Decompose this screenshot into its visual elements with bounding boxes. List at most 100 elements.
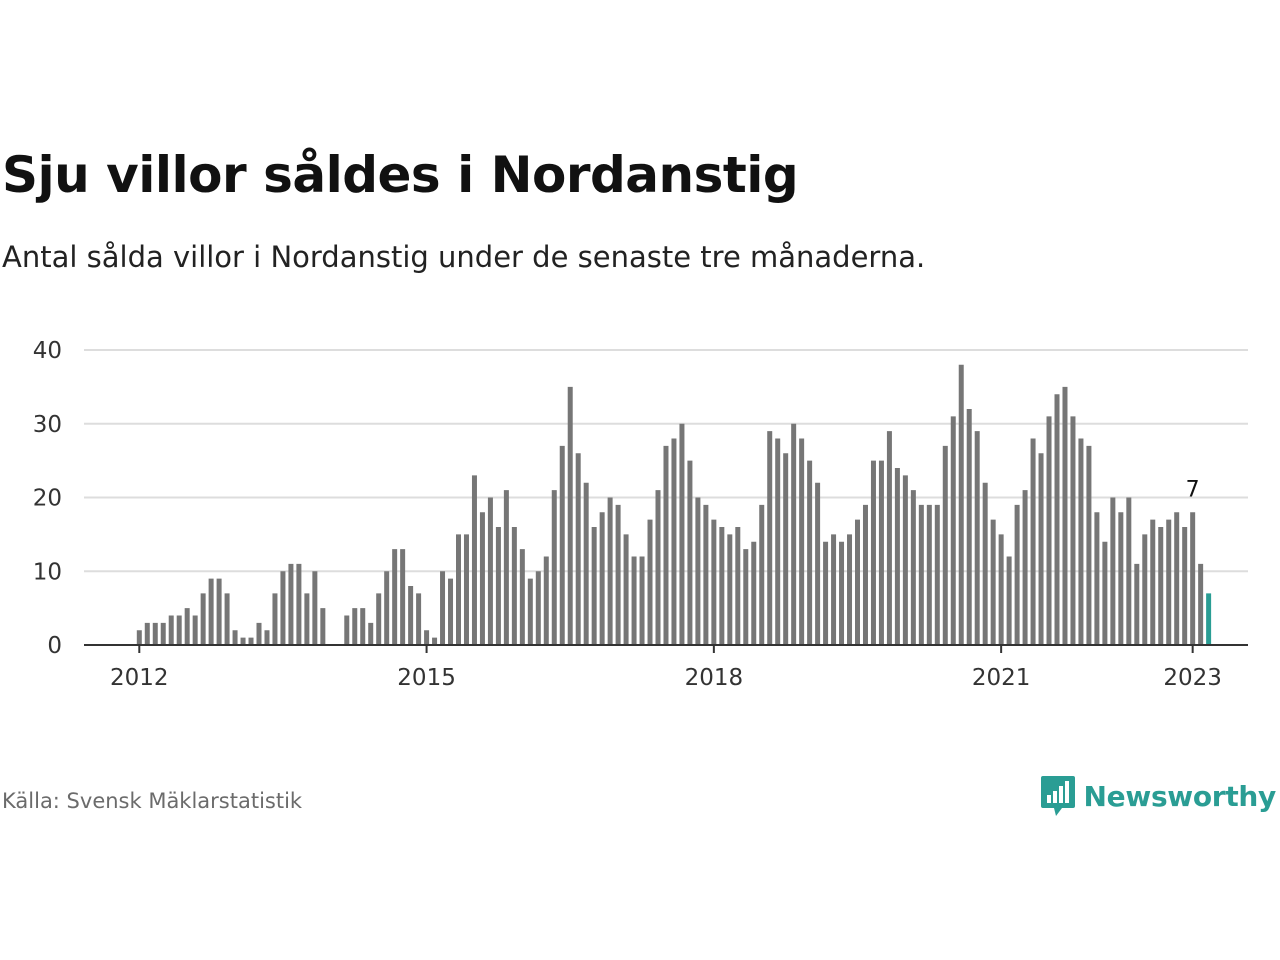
bar xyxy=(799,438,805,645)
bar xyxy=(304,593,310,645)
bar xyxy=(1190,512,1196,645)
bar xyxy=(1030,438,1036,645)
bar xyxy=(1054,394,1060,645)
bar xyxy=(248,637,254,645)
labels: 0 10 20 30 40 2012 2015 2018 2021 2023 7 xyxy=(33,338,1222,691)
bar xyxy=(894,468,900,645)
bar xyxy=(1078,438,1084,645)
bar-latest xyxy=(1206,593,1212,645)
bar xyxy=(535,571,541,645)
bar xyxy=(527,578,533,645)
bar xyxy=(910,490,916,645)
bar xyxy=(192,615,198,645)
x-axis xyxy=(84,644,1248,653)
bar xyxy=(280,571,286,645)
bar xyxy=(344,615,350,645)
bar xyxy=(144,622,150,645)
bar xyxy=(503,490,509,645)
bar xyxy=(160,622,166,645)
bar xyxy=(1022,490,1028,645)
bar xyxy=(224,593,230,645)
bar xyxy=(543,556,549,645)
bar xyxy=(631,556,637,645)
bar xyxy=(1166,519,1172,645)
bar xyxy=(376,593,382,645)
bar xyxy=(687,460,693,645)
x-tick-label: 2021 xyxy=(972,665,1031,691)
bar xyxy=(575,453,581,645)
bar xyxy=(783,453,789,645)
newsworthy-logo-text: Newsworthy xyxy=(1083,779,1277,813)
bar xyxy=(1118,512,1124,645)
bar xyxy=(902,475,908,645)
bar xyxy=(1110,497,1116,645)
bar xyxy=(471,475,477,645)
bar xyxy=(136,630,142,645)
bar xyxy=(743,549,749,645)
bar xyxy=(711,519,717,645)
bar xyxy=(990,519,996,645)
bar xyxy=(559,445,565,645)
bar xyxy=(663,445,669,645)
bar xyxy=(775,438,781,645)
y-tick-label: 30 xyxy=(33,412,62,438)
bar xyxy=(695,497,701,645)
y-tick-label: 0 xyxy=(47,633,62,659)
bar xyxy=(392,549,398,645)
bar xyxy=(272,593,278,645)
chart-subtitle: Antal sålda villor i Nordanstig under de… xyxy=(2,240,926,274)
bar xyxy=(479,512,485,645)
bar xyxy=(1006,556,1012,645)
x-tick-label: 2023 xyxy=(1163,665,1222,691)
bar xyxy=(176,615,182,645)
bar xyxy=(926,504,932,645)
bar xyxy=(942,445,948,645)
bar xyxy=(615,504,621,645)
bar xyxy=(847,534,853,645)
bar xyxy=(751,541,757,645)
bar xyxy=(647,519,653,645)
bar xyxy=(966,409,972,645)
bar xyxy=(735,527,741,645)
bar xyxy=(862,504,868,645)
bar xyxy=(1094,512,1100,645)
bar xyxy=(495,527,501,645)
bar xyxy=(719,527,725,645)
chart-title: Sju villor såldes i Nordanstig xyxy=(2,146,799,204)
bar xyxy=(727,534,733,645)
bar xyxy=(424,630,430,645)
bar xyxy=(759,504,765,645)
source-note: Källa: Svensk Mäklarstatistik xyxy=(2,789,303,813)
bar xyxy=(1038,453,1044,645)
y-tick-label: 10 xyxy=(33,559,62,585)
bar xyxy=(918,504,924,645)
bar xyxy=(1134,563,1140,645)
bar xyxy=(288,563,294,645)
newsworthy-logo-icon xyxy=(1040,776,1075,816)
bar xyxy=(360,608,366,645)
bar xyxy=(671,438,677,645)
x-tick-label: 2018 xyxy=(685,665,744,691)
bar xyxy=(487,497,493,645)
bar xyxy=(352,608,358,645)
bar xyxy=(240,637,246,645)
bar xyxy=(870,460,876,645)
bar xyxy=(807,460,813,645)
bar xyxy=(408,586,414,645)
bar xyxy=(232,630,238,645)
bar xyxy=(1142,534,1148,645)
bar xyxy=(320,608,326,645)
bar xyxy=(982,482,988,645)
bar xyxy=(679,423,685,645)
bar xyxy=(886,431,892,645)
newsworthy-logo: Newsworthy xyxy=(1040,772,1276,820)
bar xyxy=(216,578,222,645)
bar xyxy=(815,482,821,645)
bar xyxy=(256,622,262,645)
x-tick-label: 2012 xyxy=(110,665,169,691)
bar xyxy=(855,519,860,645)
bar xyxy=(312,571,318,645)
bar xyxy=(416,593,422,645)
bar xyxy=(767,431,773,645)
bar xyxy=(168,615,174,645)
